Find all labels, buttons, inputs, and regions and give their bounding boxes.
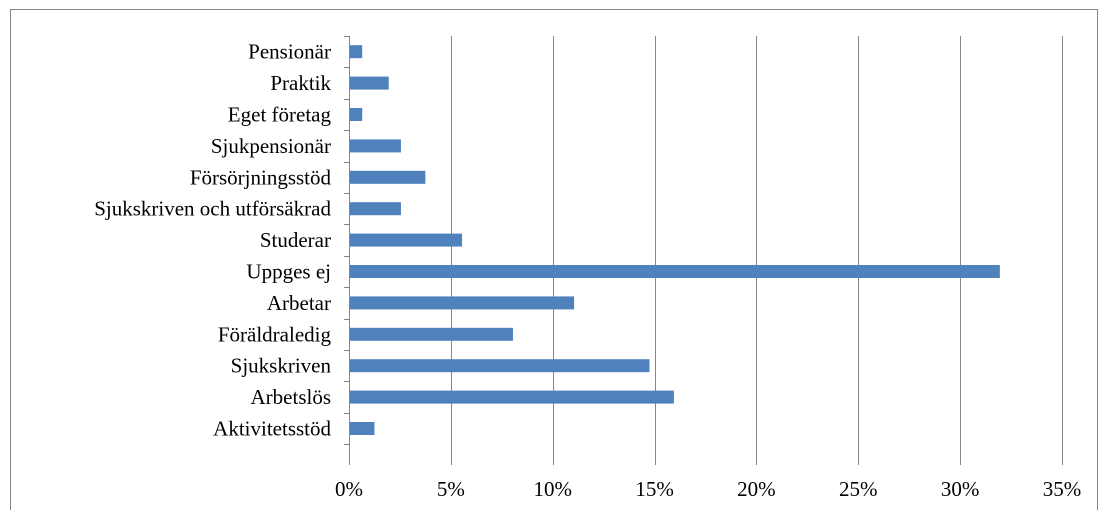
x-tick-label: 5%	[437, 477, 465, 501]
bar	[350, 45, 363, 59]
category-label: Sjukskriven och utförsäkrad	[94, 197, 331, 221]
bar	[350, 76, 389, 90]
x-tick-label: 10%	[533, 477, 572, 501]
x-tick-label: 15%	[635, 477, 674, 501]
bar	[350, 296, 575, 310]
x-tick-label: 20%	[737, 477, 776, 501]
x-tick-label: 25%	[839, 477, 878, 501]
bar	[350, 359, 650, 373]
bar	[350, 390, 674, 404]
category-label: Föräldraledig	[218, 322, 332, 346]
x-tick-label: 35%	[1043, 477, 1082, 501]
category-label: Studerar	[260, 228, 331, 252]
category-label: Aktivitetsstöd	[213, 417, 331, 441]
category-label: Pensionär	[248, 40, 331, 64]
category-label: Uppges ej	[246, 260, 331, 284]
category-label: Arbetslös	[251, 385, 332, 409]
x-tick-label: 0%	[335, 477, 363, 501]
category-label: Sjukpensionär	[211, 134, 331, 158]
category-label: Praktik	[270, 71, 331, 95]
bar	[350, 139, 401, 153]
x-tick-label: 30%	[941, 477, 980, 501]
bar	[350, 327, 513, 341]
category-label: Arbetar	[267, 291, 331, 315]
bar	[350, 422, 375, 435]
category-label: Eget företag	[228, 103, 332, 127]
category-label: Försörjningsstöd	[190, 165, 332, 189]
bar	[350, 265, 1000, 278]
bar	[350, 108, 363, 121]
category-label: Sjukskriven	[231, 354, 332, 378]
bar	[350, 202, 401, 216]
bar	[350, 233, 463, 247]
bar	[350, 170, 426, 184]
